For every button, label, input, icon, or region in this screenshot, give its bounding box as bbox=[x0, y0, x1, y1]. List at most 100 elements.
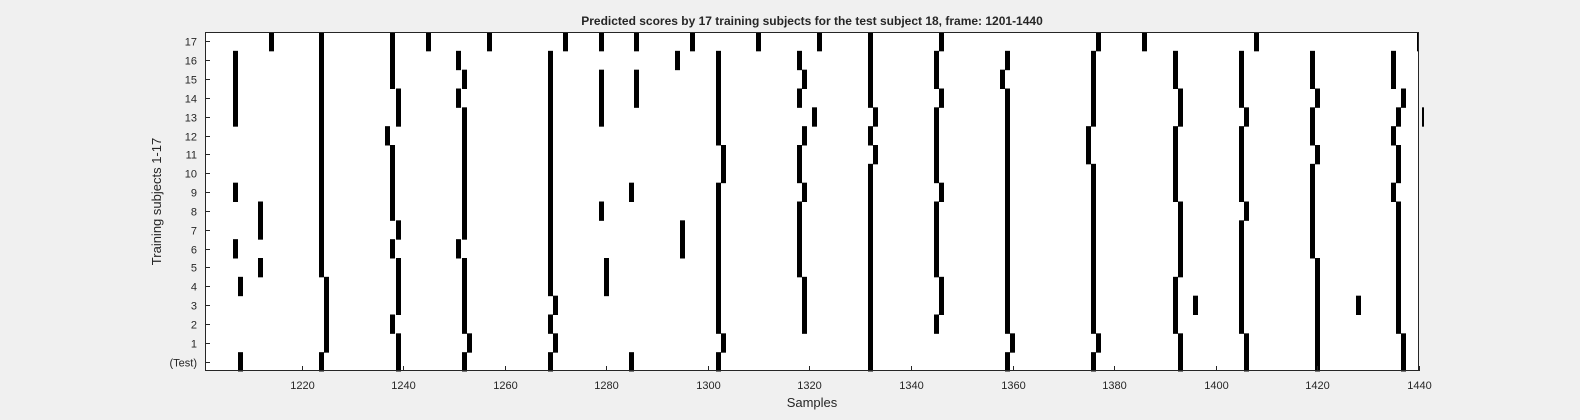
mark-row-3-x-1396 bbox=[1193, 295, 1198, 315]
x-tick-label: 1280 bbox=[594, 380, 618, 392]
mark-row-14-x-1420 bbox=[1315, 88, 1320, 108]
mark-row-5-x-1269 bbox=[548, 258, 553, 278]
mark-row-13-x-1441 bbox=[1422, 107, 1424, 127]
mark-row-9-x-1405 bbox=[1239, 182, 1244, 202]
mark-row-7-x-1376 bbox=[1091, 220, 1096, 240]
mark-row-13-x-1376 bbox=[1091, 107, 1096, 127]
mark-row-1-x-1239 bbox=[396, 333, 401, 353]
mark-row-5-x-1280 bbox=[604, 258, 609, 278]
mark-row-11-x-1436 bbox=[1396, 145, 1401, 165]
mark-row-12-x-1405 bbox=[1239, 126, 1244, 146]
mark-row-2-x-1392 bbox=[1173, 314, 1178, 334]
mark-row-14-x-1346 bbox=[939, 88, 944, 108]
mark-row-12-x-1392 bbox=[1173, 126, 1178, 146]
mark-row-7-x-1239 bbox=[396, 220, 401, 240]
mark-row-15-x-1269 bbox=[548, 69, 553, 89]
mark-row-10-x-1238 bbox=[390, 163, 395, 184]
x-tick-label: 1380 bbox=[1102, 380, 1126, 392]
mark-row-12-x-1359 bbox=[1005, 126, 1010, 146]
mark-row-14-x-1437 bbox=[1401, 88, 1406, 108]
mark-row-2-x-1405 bbox=[1239, 314, 1244, 334]
mark-row-3-x-1346 bbox=[939, 295, 944, 315]
mark-row-4-x-1319 bbox=[802, 276, 807, 297]
mark-row-13-x-1239 bbox=[396, 107, 401, 127]
mark-row-15-x-1238 bbox=[390, 69, 395, 89]
mark-row-14-x-1332 bbox=[868, 88, 873, 108]
mark-row-14-x-1405 bbox=[1239, 88, 1244, 108]
mark-row-14-x-1376 bbox=[1091, 88, 1096, 108]
mark-row-15-x-1332 bbox=[868, 69, 873, 89]
mark-row-8-x-1332 bbox=[868, 201, 873, 221]
mark-row-test-x-1332 bbox=[868, 352, 873, 372]
mark-row-1-x-1303 bbox=[721, 333, 726, 353]
mark-row-8-x-1212 bbox=[258, 201, 263, 221]
mark-row-10-x-1436 bbox=[1396, 163, 1401, 184]
mark-row-5-x-1239 bbox=[396, 258, 401, 278]
mark-row-3-x-1270 bbox=[553, 295, 558, 315]
mark-row-test-x-1269 bbox=[548, 352, 553, 372]
mark-row-8-x-1419 bbox=[1310, 201, 1315, 221]
mark-row-13-x-1269 bbox=[548, 107, 553, 127]
mark-row-15-x-1252 bbox=[462, 69, 467, 89]
y-tick-label: 8 bbox=[191, 207, 197, 219]
mark-row-3-x-1405 bbox=[1239, 295, 1244, 315]
x-axis: 1220 1240 1260 1280 1300 1320 1340 1360 1380 1400… bbox=[290, 366, 1432, 392]
mark-row-14-x-1302 bbox=[716, 88, 721, 108]
mark-row-13-x-1406 bbox=[1244, 107, 1249, 127]
mark-row-10-x-1345 bbox=[934, 163, 939, 184]
mark-row-10-x-1224 bbox=[319, 163, 324, 184]
mark-row-10-x-1359 bbox=[1005, 163, 1010, 184]
mark-row-16-x-1405 bbox=[1239, 50, 1244, 71]
mark-row-3-x-1420 bbox=[1315, 295, 1320, 315]
mark-row-1-x-1420 bbox=[1315, 333, 1320, 353]
x-tick-label: 1420 bbox=[1305, 380, 1329, 392]
mark-row-1-x-1437 bbox=[1401, 333, 1406, 353]
mark-row-17-x-1224 bbox=[319, 32, 324, 52]
mark-row-5-x-1405 bbox=[1239, 258, 1244, 278]
mark-row-12-x-1345 bbox=[934, 126, 939, 146]
mark-row-15-x-1286 bbox=[634, 69, 639, 89]
mark-row-9-x-1419 bbox=[1310, 182, 1315, 202]
mark-row-9-x-1346 bbox=[939, 182, 944, 202]
mark-row-9-x-1238 bbox=[390, 182, 395, 202]
mark-row-8-x-1269 bbox=[548, 201, 553, 221]
mark-row-17-x-1214 bbox=[269, 32, 274, 52]
mark-row-2-x-1225 bbox=[324, 314, 329, 334]
mark-row-15-x-1279 bbox=[599, 69, 604, 89]
mark-row-16-x-1318 bbox=[797, 50, 802, 71]
mark-row-8-x-1279 bbox=[599, 201, 604, 221]
mark-row-16-x-1392 bbox=[1173, 50, 1178, 71]
mark-row-10-x-1332 bbox=[868, 163, 873, 184]
mark-row-9-x-1376 bbox=[1091, 182, 1096, 202]
mark-row-17-x-1322 bbox=[817, 32, 822, 52]
y-tick-label: 10 bbox=[185, 169, 197, 181]
mark-row-11-x-1318 bbox=[797, 145, 802, 165]
mark-row-16-x-1238 bbox=[390, 50, 395, 71]
mark-row-4-x-1420 bbox=[1315, 276, 1320, 297]
mark-row-17-x-1408 bbox=[1254, 32, 1259, 52]
mark-row-test-x-1285 bbox=[629, 352, 634, 372]
mark-row-4-x-1302 bbox=[716, 276, 721, 297]
mark-row-14-x-1318 bbox=[797, 88, 802, 108]
mark-row-7-x-1295 bbox=[680, 220, 685, 240]
mark-row-12-x-1332 bbox=[868, 126, 873, 146]
mark-row-12-x-1269 bbox=[548, 126, 553, 146]
y-tick-label: 12 bbox=[185, 132, 197, 144]
mark-row-16-x-1302 bbox=[716, 50, 721, 71]
y-tick-label: 4 bbox=[191, 282, 197, 294]
mark-row-3-x-1359 bbox=[1005, 295, 1010, 315]
x-tick-label: 1400 bbox=[1204, 380, 1228, 392]
mark-row-17-x-1346 bbox=[939, 32, 944, 52]
mark-row-4-x-1225 bbox=[324, 276, 329, 297]
x-tick-label: 1360 bbox=[1001, 380, 1025, 392]
mark-row-6-x-1332 bbox=[868, 239, 873, 259]
mark-row-7-x-1405 bbox=[1239, 220, 1244, 240]
y-tick-label: 1 bbox=[191, 339, 197, 351]
mark-row-8-x-1436 bbox=[1396, 201, 1401, 221]
mark-row-1-x-1253 bbox=[467, 333, 472, 353]
mark-row-13-x-1359 bbox=[1005, 107, 1010, 127]
mark-row-17-x-1279 bbox=[599, 32, 604, 52]
mark-row-16-x-1376 bbox=[1091, 50, 1096, 71]
mark-row-2-x-1238 bbox=[390, 314, 395, 334]
mark-row-15-x-1376 bbox=[1091, 69, 1096, 89]
